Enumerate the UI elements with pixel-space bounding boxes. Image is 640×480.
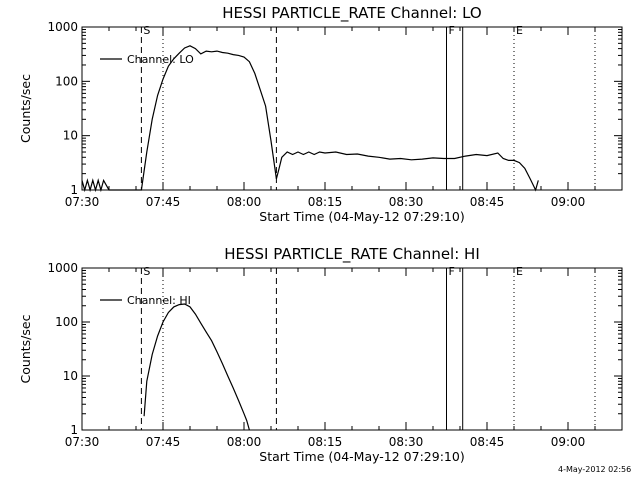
chart-0-marker-label: E xyxy=(516,24,523,37)
chart-1-marker-label: E xyxy=(516,265,523,278)
chart-0-marker-label: F xyxy=(449,24,455,37)
chart-1-xtick-label: 08:45 xyxy=(470,435,505,449)
chart-0-marker-label: S xyxy=(143,24,150,37)
panel-hi-channel: HESSI PARTICLE_RATE Channel: HI 07:30 07:4… xyxy=(18,245,623,464)
chart-1-xtick-label: 08:30 xyxy=(389,435,424,449)
chart-0-xtick-label: 08:45 xyxy=(470,195,505,209)
chart-0-xtick-label: 08:00 xyxy=(227,195,262,209)
chart-1-marker-label: S xyxy=(143,265,150,278)
chart-0-title: HESSI PARTICLE_RATE Channel: LO xyxy=(222,4,481,23)
footer-timestamp: 4-May-2012 02:56 xyxy=(558,465,631,474)
chart-1-xtick-label: 09:00 xyxy=(551,435,586,449)
chart-0-series-line xyxy=(81,45,539,193)
chart-1-marker-label: F xyxy=(449,265,455,278)
chart-1-series-line xyxy=(143,303,250,431)
chart-0-xlabel: Start Time (04-May-12 07:29:10) xyxy=(259,209,464,224)
chart-0-xtick-label: 09:00 xyxy=(551,195,586,209)
chart-1-xtick-label: 07:30 xyxy=(65,435,100,449)
chart-1-ytick-label: 1000 xyxy=(47,261,78,275)
chart-0-xtick-label: 08:30 xyxy=(389,195,424,209)
chart-1-title: HESSI PARTICLE_RATE Channel: HI xyxy=(224,245,480,264)
chart-1-xtick-label: 08:00 xyxy=(227,435,262,449)
chart-0-ytick-label: 1 xyxy=(70,183,78,197)
chart-0-xtick-label: 07:30 xyxy=(65,195,100,209)
chart-1-xtick-label: 07:45 xyxy=(146,435,181,449)
chart-1-ytick-label: 1 xyxy=(70,423,78,437)
chart-1-ytick-label: 10 xyxy=(63,369,78,383)
chart-0-ylabel: Counts/sec xyxy=(18,74,33,143)
chart-1-xtick-label: 08:15 xyxy=(308,435,343,449)
chart-0-xtick-label: 07:45 xyxy=(146,195,181,209)
chart-1-legend-label: Channel: HI xyxy=(127,294,191,307)
chart-1-xlabel: Start Time (04-May-12 07:29:10) xyxy=(259,449,464,464)
chart-0-ytick-label: 1000 xyxy=(47,20,78,34)
chart-0-legend-label: Channel: LO xyxy=(127,53,194,66)
chart-1-ylabel: Counts/sec xyxy=(18,314,33,383)
chart-0-ytick-label: 100 xyxy=(55,74,78,88)
chart-1-ytick-label: 100 xyxy=(55,315,78,329)
panel-lo-channel: HESSI PARTICLE_RATE Channel: LO 07:30 07:4… xyxy=(18,4,623,224)
chart-0-xtick-label: 08:15 xyxy=(308,195,343,209)
chart-0-ytick-label: 10 xyxy=(63,129,78,143)
